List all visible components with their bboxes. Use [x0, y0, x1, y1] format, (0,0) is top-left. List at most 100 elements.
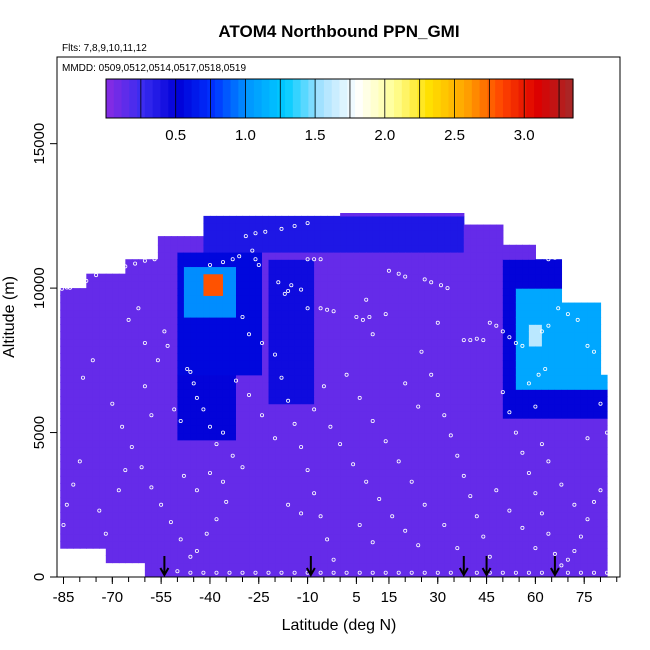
heatmap-cell	[268, 230, 276, 239]
heatmap-cell	[268, 244, 276, 253]
heatmap-cell	[431, 280, 439, 289]
heatmap-cell	[470, 490, 478, 499]
heatmap-cell	[164, 324, 172, 333]
heatmap-cell	[444, 317, 452, 325]
flight-track-point	[123, 468, 128, 473]
heatmap-cell	[242, 295, 250, 304]
heatmap-cell	[548, 562, 556, 571]
heatmap-cell	[157, 338, 165, 347]
heatmap-cell	[92, 490, 100, 499]
heatmap-cell	[385, 237, 393, 246]
heatmap-cell	[320, 374, 328, 383]
heatmap-cell	[125, 447, 133, 455]
heatmap-cell	[92, 360, 100, 369]
heatmap-cell	[561, 331, 569, 340]
heatmap-cell	[353, 461, 361, 470]
heatmap-cell	[457, 533, 465, 542]
heatmap-cell	[528, 302, 536, 311]
heatmap-cell	[359, 548, 367, 556]
heatmap-cell	[99, 490, 107, 499]
heatmap-cell	[444, 259, 452, 268]
heatmap-cell	[515, 483, 523, 491]
heatmap-cell	[79, 519, 87, 528]
heatmap-cell	[450, 432, 458, 441]
heatmap-cell	[333, 338, 341, 347]
heatmap-cell	[327, 360, 335, 369]
profile-marker-arrow	[481, 556, 492, 578]
heatmap-cell	[157, 461, 165, 470]
heatmap-cell	[541, 345, 550, 354]
heatmap-cell	[418, 403, 426, 412]
heatmap-cell	[444, 266, 452, 275]
heatmap-cell	[483, 519, 491, 528]
heatmap-cell	[405, 526, 413, 535]
heatmap-cell	[183, 475, 192, 484]
heatmap-cell	[528, 317, 536, 325]
heatmap-cell	[157, 432, 165, 441]
heatmap-cell	[411, 230, 419, 239]
heatmap-cell	[463, 439, 471, 448]
heatmap-cell	[515, 519, 523, 528]
heatmap-cell	[502, 447, 510, 455]
heatmap-cell	[131, 331, 139, 340]
flight-track-point	[272, 352, 277, 357]
heatmap-cell	[359, 259, 367, 268]
heatmap-cell	[164, 273, 172, 282]
heatmap-cell	[567, 410, 576, 419]
heatmap-cell	[353, 244, 361, 253]
heatmap-cell	[431, 403, 439, 412]
heatmap-cell	[522, 410, 530, 419]
heatmap-cell	[327, 273, 335, 282]
heatmap-cell	[385, 418, 393, 426]
heatmap-cell	[164, 382, 172, 390]
heatmap-cell	[528, 403, 536, 412]
heatmap-cell	[151, 562, 159, 571]
heatmap-cell	[554, 454, 563, 463]
heatmap-cell	[528, 569, 536, 577]
heatmap-cell	[353, 237, 361, 246]
heatmap-cell	[320, 396, 328, 405]
heatmap-cell	[249, 447, 257, 455]
heatmap-cell	[450, 317, 458, 325]
heatmap-cell	[457, 483, 465, 491]
heatmap-cell	[385, 223, 393, 231]
heatmap-cell	[483, 302, 491, 311]
heatmap-cell	[580, 382, 589, 390]
heatmap-cell	[112, 309, 120, 318]
heatmap-cell	[301, 504, 309, 513]
flight-track-point	[178, 418, 183, 423]
heatmap-cell	[294, 360, 302, 369]
heatmap-cell	[105, 555, 113, 564]
heatmap-cell	[249, 497, 257, 506]
heatmap-cell	[249, 548, 257, 556]
heatmap-cell	[203, 215, 211, 224]
heatmap-cell	[353, 288, 361, 296]
heatmap-cell	[229, 533, 237, 542]
heatmap-cell	[144, 317, 152, 325]
heatmap-cell	[515, 353, 523, 361]
heatmap-cell	[314, 447, 322, 455]
heatmap-cell	[177, 288, 185, 296]
heatmap-cell	[470, 353, 478, 361]
heatmap-cell	[262, 483, 270, 491]
heatmap-cell	[327, 280, 335, 289]
heatmap-cell	[457, 555, 465, 564]
heatmap-cell	[314, 425, 322, 434]
heatmap-cell	[489, 382, 497, 390]
heatmap-cell	[281, 237, 289, 246]
heatmap-cell	[359, 447, 367, 455]
x-tick-label: 15	[381, 589, 398, 606]
heatmap-cell	[249, 562, 257, 571]
heatmap-cell	[242, 461, 250, 470]
heatmap-cell	[580, 309, 589, 318]
heatmap-cell	[307, 526, 315, 535]
heatmap-cell	[470, 317, 478, 325]
heatmap-cell	[483, 425, 491, 434]
heatmap-cell	[216, 555, 224, 564]
heatmap-cell	[203, 447, 211, 455]
profile-marker-arrow	[550, 556, 560, 578]
heatmap-cell	[157, 454, 165, 463]
heatmap-cell	[60, 497, 68, 506]
heatmap-cell	[554, 512, 563, 520]
heatmap-cell	[580, 526, 589, 535]
